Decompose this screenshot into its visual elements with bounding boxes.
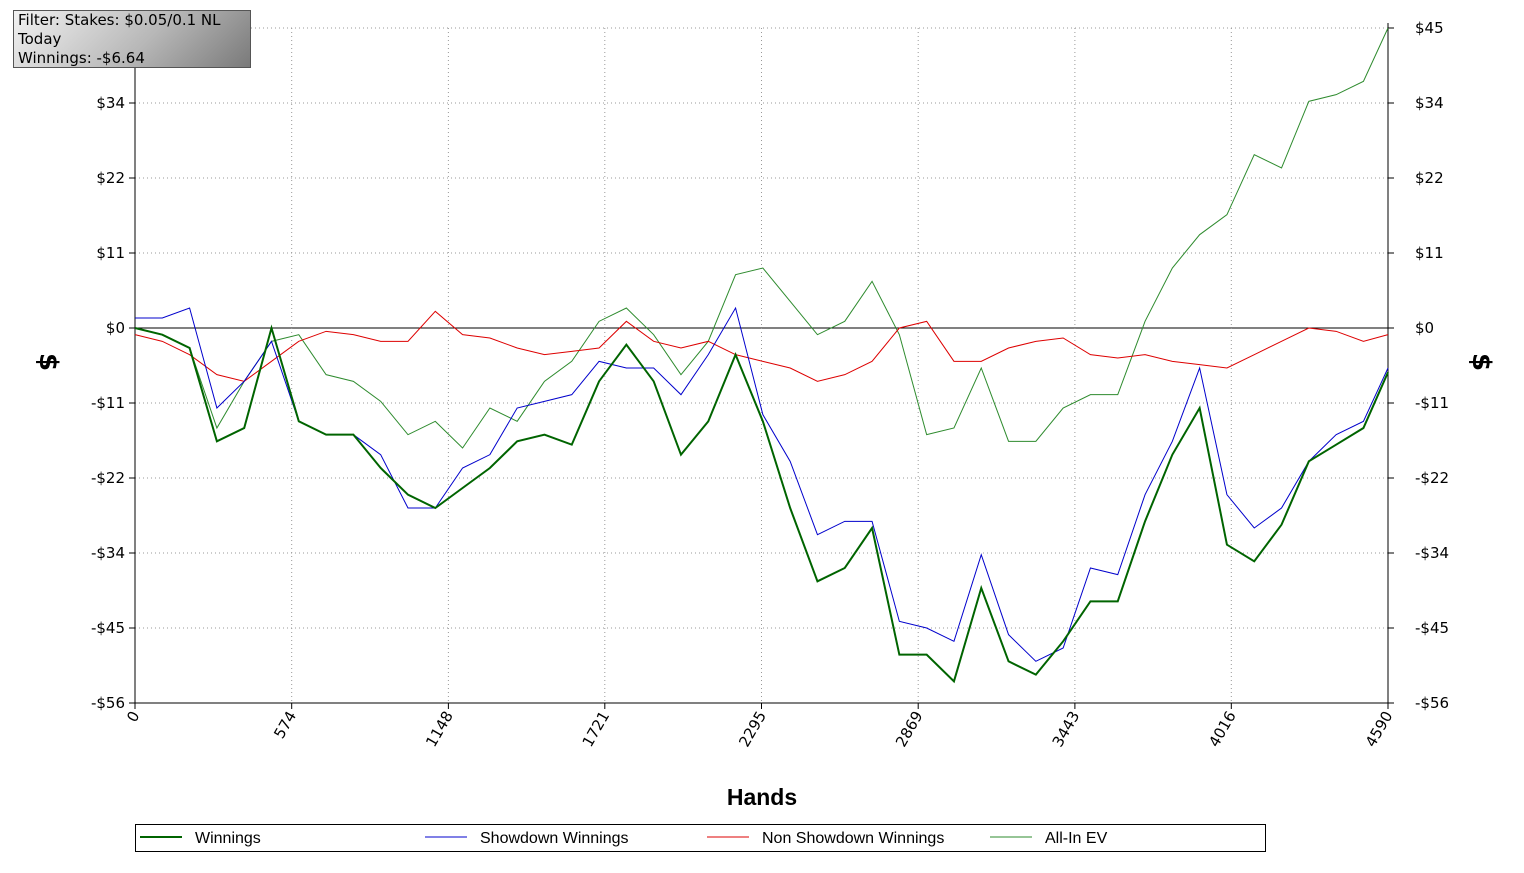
y-tick-label-right: -$56 xyxy=(1415,694,1449,712)
y-tick-label-right: $45 xyxy=(1415,19,1444,37)
y-tick-label: $22 xyxy=(96,169,125,187)
y-tick-label: $0 xyxy=(106,319,125,337)
y-tick-label-right: -$45 xyxy=(1415,619,1449,637)
y-tick-label: $11 xyxy=(96,244,125,262)
legend-box xyxy=(135,824,1266,852)
legend-label: All-In EV xyxy=(1045,830,1108,847)
y-tick-label: -$11 xyxy=(91,394,125,412)
y-tick-label-right: -$11 xyxy=(1415,394,1449,412)
series-line xyxy=(134,27,1389,449)
info-line: Filter: Stakes: $0.05/0.1 NL xyxy=(18,11,221,29)
x-tick-label: 4016 xyxy=(1205,708,1240,750)
x-tick-label: 1721 xyxy=(579,708,614,750)
y-tick-label-right: $22 xyxy=(1415,169,1444,187)
y-tick-label: -$56 xyxy=(91,694,125,712)
info-box: Filter: Stakes: $0.05/0.1 NL Today Winni… xyxy=(13,10,251,68)
x-tick-label: 574 xyxy=(270,708,300,742)
legend-label: Winnings xyxy=(195,830,261,847)
y-tick-label: -$34 xyxy=(91,544,125,562)
y-tick-label-right: -$22 xyxy=(1415,469,1449,487)
x-tick-label: 2295 xyxy=(735,708,770,750)
y-tick-label-right: $11 xyxy=(1415,244,1444,262)
y-tick-label: -$45 xyxy=(91,619,125,637)
y-axis-label-right: $ xyxy=(1466,353,1496,371)
info-line: Today xyxy=(18,30,62,48)
x-tick-label: 4590 xyxy=(1362,708,1397,750)
info-line: Winnings: -$6.64 xyxy=(18,49,145,67)
series-line xyxy=(134,310,1389,382)
y-axis-label: $ xyxy=(33,353,63,371)
y-tick-label-right: $0 xyxy=(1415,319,1434,337)
y-tick-label-right: $34 xyxy=(1415,94,1444,112)
x-tick-label: 3443 xyxy=(1049,708,1084,750)
legend-label: Non Showdown Winnings xyxy=(762,830,944,847)
x-axis-label: Hands xyxy=(727,784,797,810)
legend-label: Showdown Winnings xyxy=(480,830,629,847)
y-tick-label-right: -$34 xyxy=(1415,544,1449,562)
x-tick-label: 2869 xyxy=(892,708,927,750)
x-tick-label: 0 xyxy=(123,708,143,725)
y-tick-label: -$22 xyxy=(91,469,125,487)
series-line xyxy=(134,324,1389,684)
y-tick-label: $34 xyxy=(96,94,125,112)
x-tick-label: 1148 xyxy=(422,708,457,750)
